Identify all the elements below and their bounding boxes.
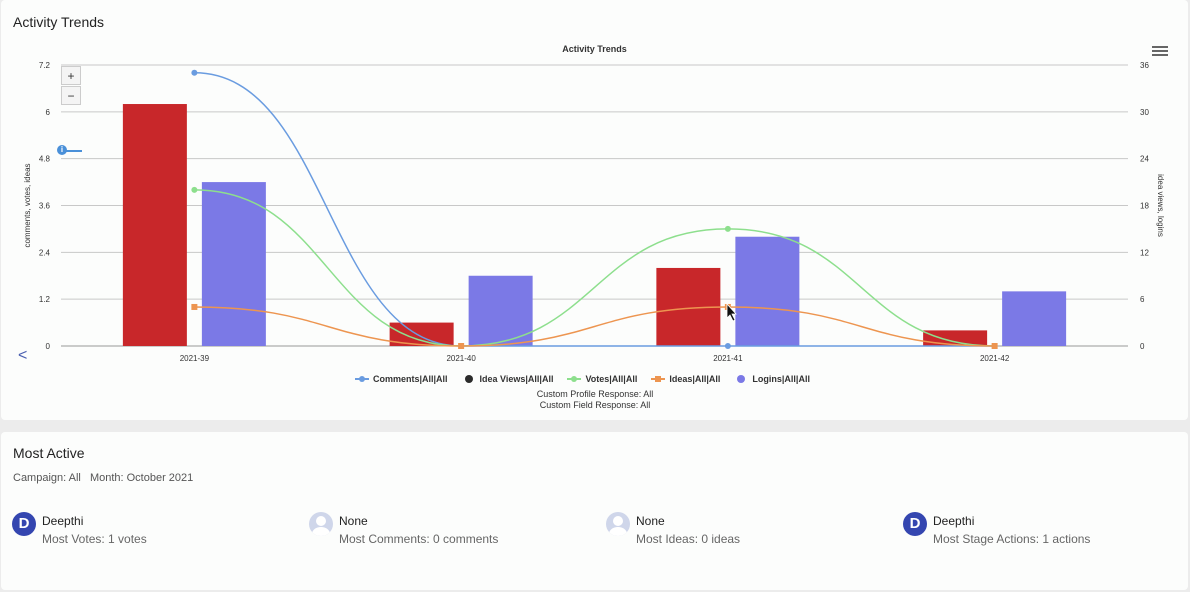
bar-logins — [468, 275, 533, 346]
legend-symbol — [567, 375, 582, 383]
info-line — [66, 150, 82, 152]
user-name: Deepthi — [933, 514, 975, 528]
most-active-card: Most Active Campaign: All Month: October… — [1, 432, 1188, 590]
user-stat: Most Ideas: 0 ideas — [636, 532, 741, 546]
placeholder-person-icon — [309, 512, 333, 536]
right-tick-label: 24 — [1140, 155, 1149, 164]
avatar: D — [12, 512, 36, 536]
user-name: None — [636, 514, 665, 528]
x-tick-label: 2021-40 — [446, 354, 476, 363]
chart-legend: Comments|All|All Idea Views|All|All Votes|… — [355, 374, 810, 384]
right-tick-label: 6 — [1140, 295, 1145, 304]
legend-label: Votes|All|All — [585, 374, 638, 384]
line-ideas — [194, 306, 995, 347]
right-tick-label: 12 — [1140, 248, 1149, 257]
left-tick-label: 1.2 — [39, 295, 51, 304]
left-tick-label: 2.4 — [39, 248, 51, 257]
legend-item-comments[interactable]: Comments|All|All — [355, 374, 448, 384]
zoom-out-button[interactable]: − — [61, 86, 81, 105]
filters: Campaign: All Month: October 2021 — [13, 472, 199, 484]
bar-idea-views — [122, 104, 187, 347]
card-title: Most Active — [13, 445, 85, 461]
legend-label: Idea Views|All|All — [479, 374, 554, 384]
bar-idea-views — [923, 330, 988, 346]
left-tick-label: 3.6 — [39, 202, 51, 211]
x-tick-label: 2021-41 — [713, 354, 743, 363]
legend-item-ideas[interactable]: Ideas|All|All — [651, 374, 720, 384]
legend-symbol — [355, 375, 369, 383]
point-votes — [724, 225, 731, 232]
right-tick-label: 0 — [1140, 342, 1145, 351]
right-axis-label: idea views, logins — [1156, 174, 1165, 237]
right-tick-label: 36 — [1140, 61, 1149, 70]
legend-symbol — [734, 375, 748, 383]
mouse-cursor-icon — [726, 302, 737, 322]
legend-item-logins[interactable]: Logins|All|All — [734, 374, 810, 384]
chart-subtitle-field: Custom Field Response: All — [539, 400, 651, 410]
x-tick-label: 2021-39 — [180, 354, 210, 363]
bar-logins — [201, 182, 266, 346]
card-title: Activity Trends — [13, 14, 105, 30]
bar-idea-views — [389, 322, 454, 346]
user-stat: Most Votes: 1 votes — [42, 532, 147, 546]
right-tick-label: 30 — [1140, 108, 1149, 117]
user-name: Deepthi — [42, 514, 84, 528]
line-votes — [194, 189, 995, 347]
chart-title: Activity Trends — [562, 44, 627, 54]
legend-label: Ideas|All|All — [669, 374, 721, 384]
user-stat: Most Comments: 0 comments — [339, 532, 499, 546]
point-votes — [191, 186, 198, 193]
legend-item-votes[interactable]: Votes|All|All — [567, 374, 637, 384]
left-tick-label: 4.8 — [39, 155, 51, 164]
info-icon[interactable]: i — [57, 145, 67, 155]
left-tick-label: 7.2 — [39, 61, 51, 70]
x-tick-label: 2021-42 — [980, 354, 1010, 363]
line-comments — [194, 72, 995, 347]
left-tick-label: 0 — [46, 342, 51, 351]
point-comments — [724, 343, 731, 349]
bar-logins — [735, 236, 800, 346]
point-ideas — [458, 343, 465, 349]
user-stat: Most Stage Actions: 1 actions — [933, 532, 1091, 546]
user-name: None — [339, 514, 368, 528]
left-tick-label: 6 — [46, 108, 51, 117]
legend-label: Comments|All|All — [373, 374, 448, 384]
legend-item-idea-views[interactable]: Idea Views|All|All — [462, 374, 554, 384]
back-arrow-icon[interactable]: < — [18, 347, 28, 364]
point-ideas — [991, 343, 998, 349]
activity-trends-card: Activity Trends — [1, 0, 1188, 420]
avatar: D — [903, 512, 927, 536]
zoom-in-button[interactable]: + — [61, 66, 81, 85]
chart-subtitle-profile: Custom Profile Response: All — [536, 389, 654, 399]
right-tick-label: 18 — [1140, 202, 1149, 211]
activity-trends-chart: Activity Trends 0 0 1.2 6 2.4 12 3.6 18 4.8 24 6 30 7… — [23, 44, 1165, 363]
campaign-filter: Campaign: All — [13, 472, 81, 484]
point-comments — [191, 69, 198, 76]
left-axis-label: comments, votes, ideas — [23, 163, 32, 247]
legend-symbol — [651, 375, 666, 383]
month-filter: Month: October 2021 — [89, 472, 194, 484]
chart-menu-icon[interactable] — [1152, 44, 1168, 58]
bar-logins — [1002, 291, 1067, 346]
legend-symbol — [462, 375, 476, 383]
placeholder-person-icon — [606, 512, 630, 536]
legend-label: Logins|All|All — [752, 374, 810, 384]
point-ideas — [191, 303, 198, 310]
